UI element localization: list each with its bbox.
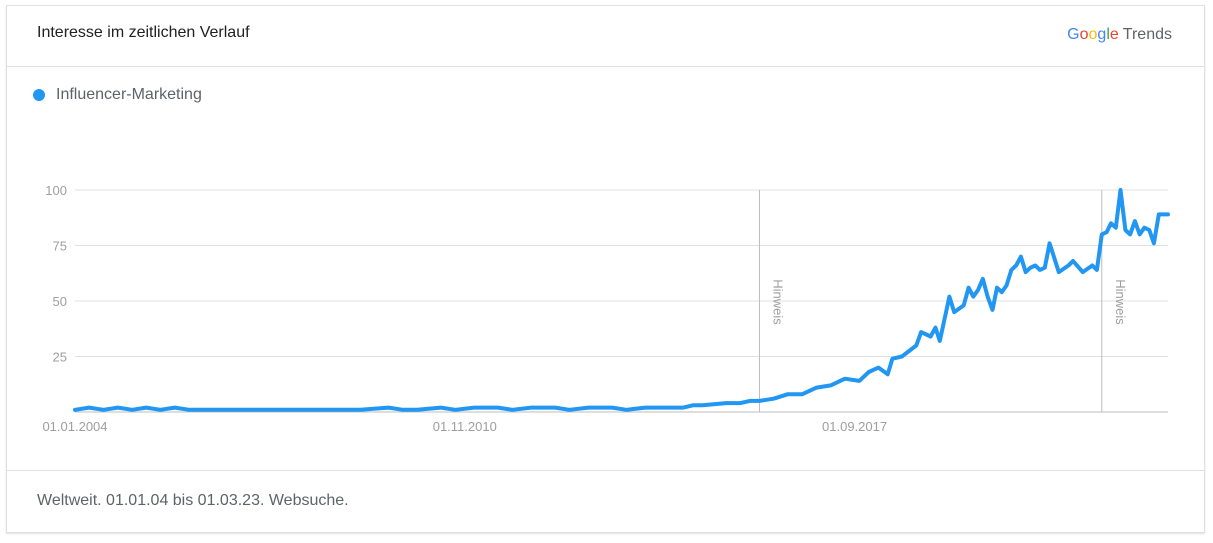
google-letter: g: [1097, 26, 1107, 43]
x-tick-label: 01.09.2017: [822, 419, 887, 434]
x-tick-label: 01.11.2010: [433, 419, 497, 434]
card-title: Interesse im zeitlichen Verlauf: [37, 24, 250, 41]
google-wordmark: Google: [1067, 26, 1119, 43]
legend-label: Influencer-Marketing: [56, 86, 202, 103]
google-letter: G: [1067, 26, 1080, 43]
annotation-label: Hinweis: [770, 279, 785, 325]
y-tick-label: 50: [53, 294, 67, 309]
series-line: [73, 188, 1170, 412]
google-letter: o: [1079, 26, 1089, 43]
x-tick-label: 01.01.2004: [42, 419, 107, 434]
card-footer: Weltweit. 01.01.04 bis 01.03.23. Websuch…: [7, 470, 1204, 532]
y-tick-label: 100: [45, 183, 67, 198]
legend-marker: [33, 89, 45, 101]
google-letter: e: [1109, 26, 1119, 43]
y-tick-label: 25: [53, 350, 67, 365]
google-letter: o: [1088, 26, 1098, 43]
trends-card: Interesse im zeitlichen Verlauf Google Tr…: [6, 5, 1205, 533]
chart-legend: Influencer-Marketing: [33, 86, 202, 104]
y-tick-label: 75: [53, 239, 67, 254]
footer-text: Weltweit. 01.01.04 bis 01.03.23. Websuch…: [37, 492, 349, 509]
google-trends-logo[interactable]: Google Trends: [1067, 26, 1172, 44]
card-header: Interesse im zeitlichen Verlauf Google Tr…: [7, 6, 1204, 67]
trends-wordmark: Trends: [1122, 26, 1172, 43]
annotation-label: Hinweis: [1113, 279, 1128, 325]
google-letter: l: [1106, 26, 1110, 43]
